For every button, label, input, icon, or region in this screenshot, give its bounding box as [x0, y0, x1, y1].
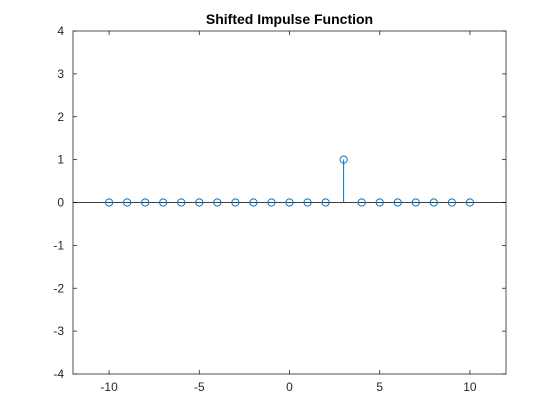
stem-marker — [141, 198, 150, 207]
stem-marker — [321, 198, 330, 207]
stem-marker — [231, 198, 240, 207]
stem-marker — [249, 198, 258, 207]
stem-marker — [159, 198, 168, 207]
y-tick-label: -4 — [53, 367, 64, 381]
y-tick-label: 4 — [57, 24, 64, 38]
stem-marker — [339, 155, 348, 164]
stem-marker — [123, 198, 132, 207]
y-tick-label: -2 — [53, 281, 64, 295]
stem-marker — [177, 198, 186, 207]
stem-marker — [195, 198, 204, 207]
x-tick-label: 10 — [463, 380, 477, 394]
stem-marker — [104, 198, 114, 207]
chart-title: Shifted Impulse Function — [206, 11, 373, 27]
y-tick-label: -3 — [53, 324, 64, 338]
stem-marker — [447, 198, 456, 207]
y-tick-label: -1 — [53, 238, 64, 252]
x-tick-label: 5 — [376, 380, 383, 394]
x-tick-label: 0 — [286, 380, 293, 394]
y-tick-label: 2 — [57, 110, 64, 124]
stem-marker — [267, 198, 276, 207]
y-tick-label: 1 — [57, 153, 64, 167]
stem-marker — [429, 198, 438, 207]
x-axis: -10 -5 0 5 10 — [100, 31, 477, 394]
stem-marker — [411, 198, 420, 207]
stem-marker — [465, 198, 475, 207]
stem-marker — [375, 198, 384, 207]
stem-series — [104, 155, 475, 207]
x-tick-label: -5 — [194, 380, 205, 394]
stem-marker — [303, 198, 312, 207]
stem-marker — [285, 198, 294, 207]
stem-marker — [213, 198, 222, 207]
x-tick-label: -10 — [100, 380, 118, 394]
stem-marker — [357, 198, 366, 207]
y-tick-label: 0 — [57, 196, 64, 210]
stem-marker — [393, 198, 402, 207]
y-axis: -4 -3 -2 -1 0 1 2 3 4 — [53, 24, 506, 381]
y-tick-label: 3 — [57, 67, 64, 81]
